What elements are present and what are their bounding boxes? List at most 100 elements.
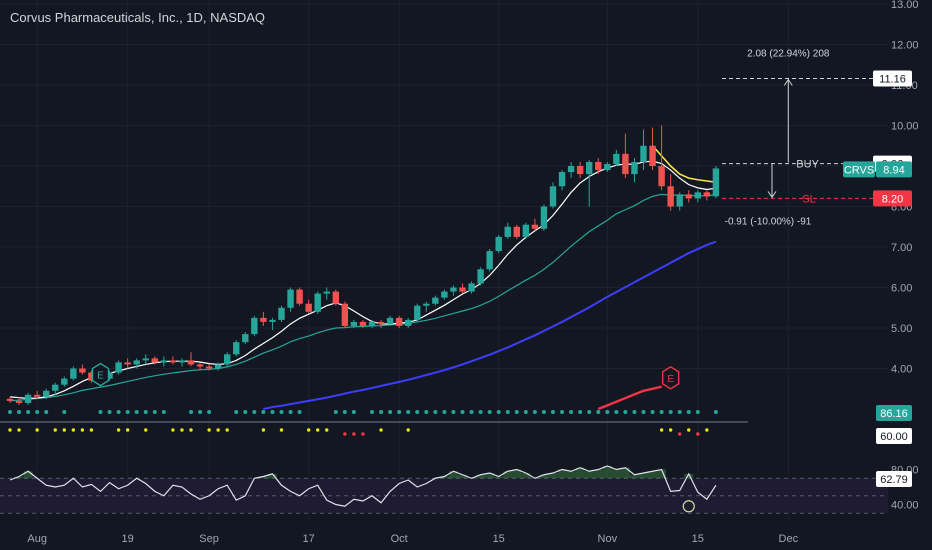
- candle-body: [468, 283, 475, 292]
- x-tick-label: 15: [692, 533, 704, 545]
- signal-dot: [306, 428, 311, 432]
- candle-body: [24, 394, 32, 403]
- candle-body: [224, 354, 231, 365]
- candle-body: [658, 166, 665, 187]
- candle-body: [586, 161, 593, 175]
- rsi-overbought-fill: [14, 466, 694, 479]
- green-dot: [252, 410, 257, 414]
- green-dot: [62, 410, 67, 414]
- dot-ref-tag-bg: [876, 428, 912, 444]
- candle-body: [604, 163, 611, 171]
- candle-body: [450, 287, 457, 292]
- candle-body: [576, 166, 584, 175]
- rsi-value-tag-bg: [876, 471, 912, 487]
- green-dot: [379, 410, 384, 414]
- y-tick-label: 4.00: [891, 364, 912, 376]
- ma-blue-line: [263, 240, 717, 410]
- candle-body: [6, 398, 14, 401]
- price-tag: 8.20: [873, 190, 912, 207]
- candle-body: [703, 192, 711, 197]
- chart-title: Corvus Pharmaceuticals, Inc., 1D, NASDAQ: [10, 10, 266, 25]
- signal-dot: [279, 428, 284, 432]
- green-dot: [370, 410, 374, 414]
- x-tick-label: Aug: [27, 533, 47, 545]
- candle-body: [124, 362, 131, 365]
- green-dot: [605, 410, 610, 414]
- signal-dot: [180, 428, 184, 432]
- candle-body: [61, 378, 68, 385]
- rsi-value-tag: 62.79: [876, 471, 912, 487]
- candle-body: [79, 368, 86, 373]
- green-dot: [523, 410, 528, 414]
- candle-body: [323, 291, 330, 294]
- y-tick-label: 7.00: [891, 242, 912, 254]
- price-axis: [888, 0, 932, 550]
- green-dot: [541, 410, 546, 414]
- green-dot: [496, 410, 501, 414]
- candle-body: [287, 289, 294, 308]
- signal-dot: [17, 428, 21, 432]
- candle-body: [368, 321, 376, 326]
- x-tick-label: 15: [493, 533, 505, 545]
- candle-body: [377, 321, 385, 324]
- candle-body: [332, 291, 339, 304]
- green-dot: [143, 410, 148, 414]
- candle-body: [495, 236, 502, 252]
- green-dot: [207, 410, 212, 414]
- y-tick-label: 6.00: [891, 283, 912, 295]
- candle-body: [694, 192, 701, 199]
- green-dot: [487, 410, 492, 414]
- signal-dot: [53, 428, 57, 432]
- signal-dot: [316, 428, 320, 432]
- green-dot: [505, 410, 510, 414]
- sl-label: SL: [802, 193, 815, 205]
- green-dot: [713, 410, 718, 414]
- rsi-tick-label: 40.00: [891, 500, 919, 512]
- candle-body: [685, 194, 692, 199]
- candle-body: [405, 319, 412, 326]
- dot-value-tag-text: 86.16: [880, 408, 908, 420]
- candle-body: [160, 360, 168, 363]
- candle-body: [314, 293, 321, 312]
- green-dot: [351, 410, 356, 414]
- candle-body: [115, 362, 122, 373]
- green-dot: [659, 410, 664, 414]
- stop-arrow-head: [767, 191, 777, 199]
- signal-dot: [62, 428, 66, 432]
- candle-body: [70, 368, 77, 379]
- candle-body: [88, 372, 95, 381]
- signal-dot: [225, 428, 229, 432]
- green-dot: [578, 410, 583, 414]
- candle-body: [432, 297, 439, 304]
- signal-dot: [343, 432, 347, 436]
- signal-dot: [125, 428, 130, 432]
- x-tick-label: Oct: [391, 533, 408, 545]
- green-dot: [161, 410, 166, 414]
- signal-dot: [352, 432, 356, 436]
- rsi-signal-marker: [682, 500, 695, 513]
- candle-body: [233, 342, 240, 355]
- green-dot: [388, 410, 393, 414]
- green-dot: [650, 410, 655, 414]
- green-dot: [333, 410, 338, 414]
- green-dot: [532, 410, 537, 414]
- green-dot: [342, 410, 347, 414]
- signal-dot: [659, 428, 664, 432]
- stop-label: -0.91 (-10.00%) -91: [725, 216, 812, 227]
- x-tick-label: Dec: [779, 533, 799, 545]
- green-dot: [107, 410, 112, 414]
- green-dot: [26, 410, 31, 414]
- price-tag-bg: [873, 190, 912, 207]
- candle-body: [441, 291, 448, 298]
- buy-label: BUY: [796, 159, 819, 171]
- candle-body: [52, 384, 59, 391]
- candle-body: [278, 307, 285, 320]
- earnings-marker-label: E: [97, 371, 104, 382]
- candle-body: [269, 319, 276, 322]
- target-label: 2.08 (22.94%) 208: [747, 49, 830, 60]
- candle-body: [305, 303, 312, 312]
- candle-body: [649, 145, 656, 166]
- signal-dot: [261, 428, 266, 432]
